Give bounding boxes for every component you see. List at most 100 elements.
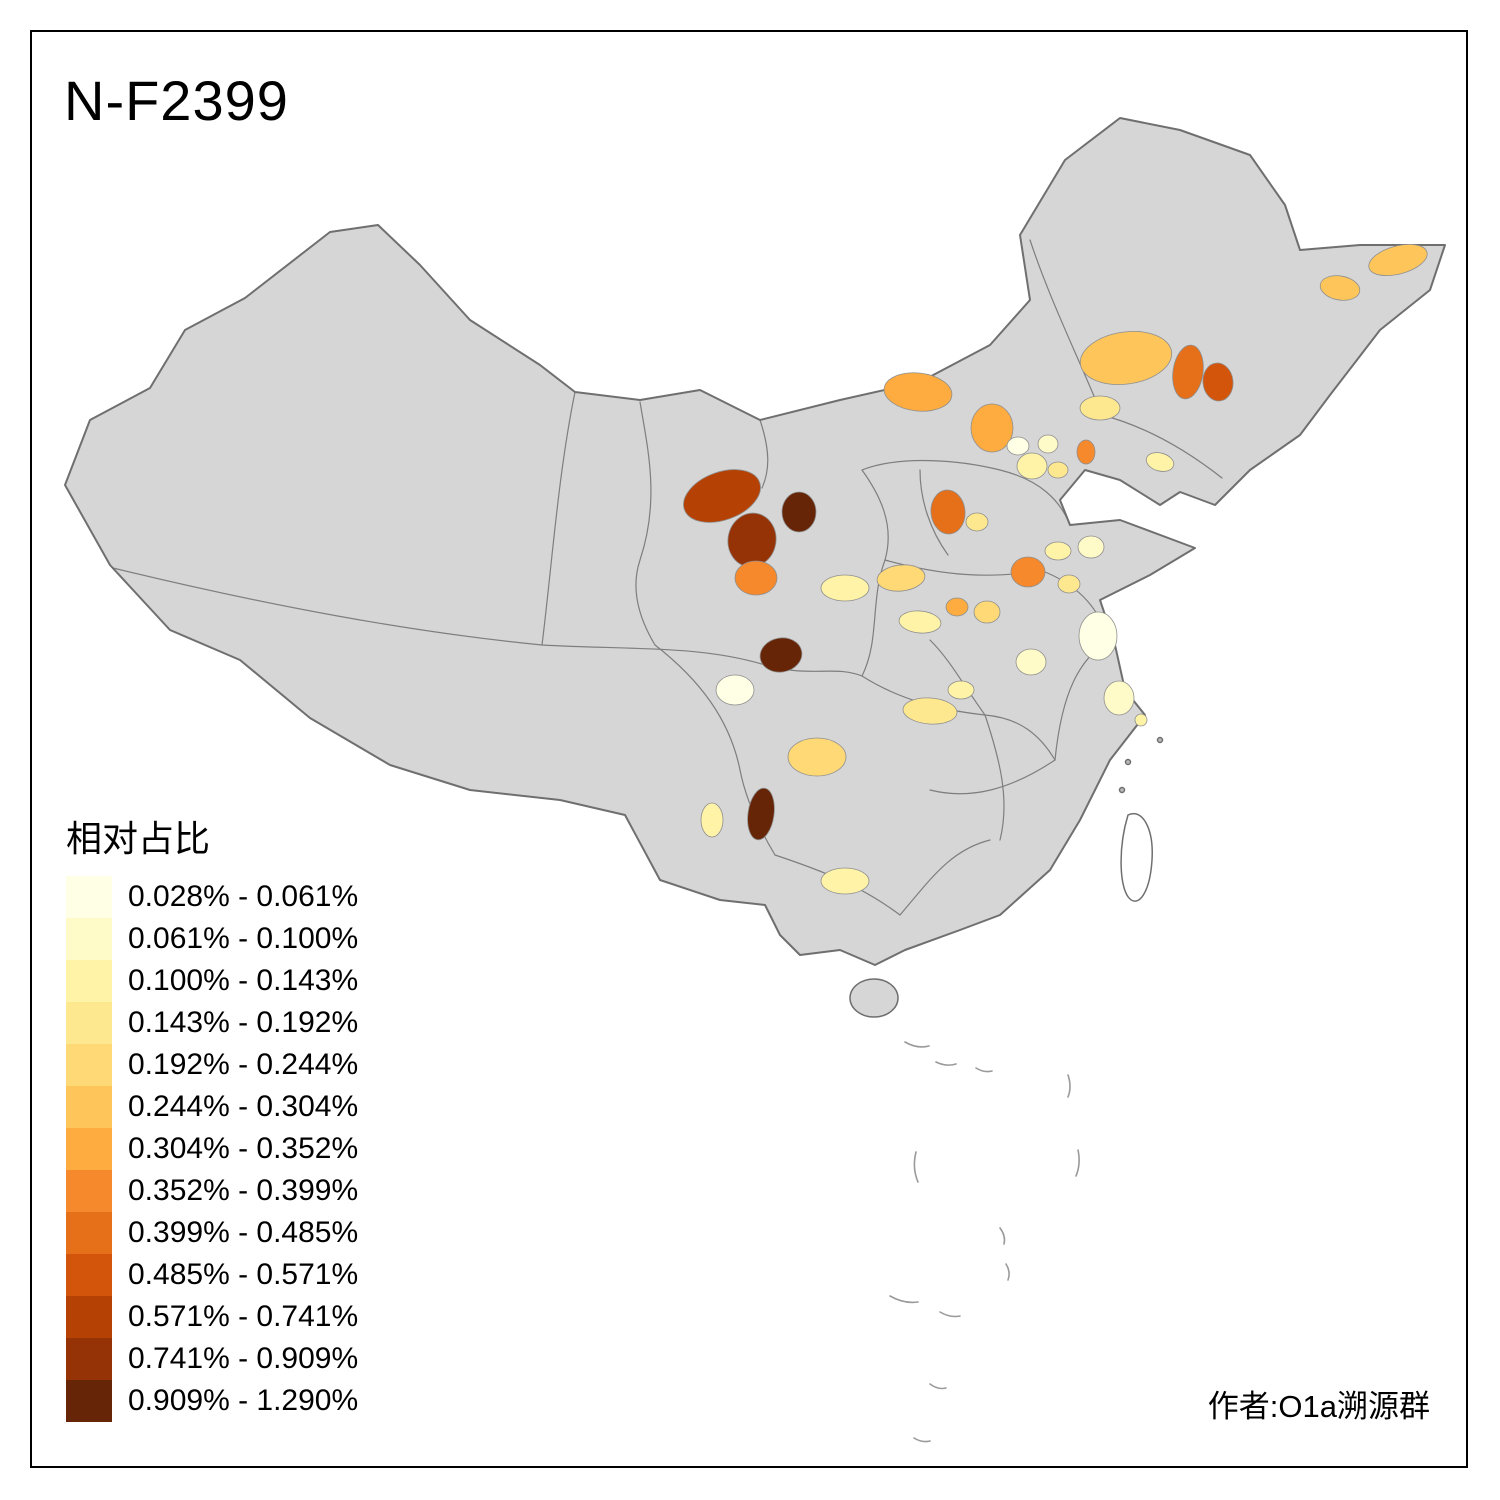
islet-mark <box>1067 1074 1071 1098</box>
islet-mark <box>889 1295 919 1304</box>
map-region <box>715 674 755 706</box>
legend-row: 0.571% - 0.741% <box>66 1296 358 1338</box>
map-region <box>1202 362 1234 402</box>
province-border-line <box>1101 414 1223 479</box>
legend-label: 0.571% - 0.741% <box>128 1300 359 1333</box>
legend-title: 相对占比 <box>66 818 211 859</box>
legend-row: 0.909% - 1.290% <box>66 1380 358 1422</box>
province-border-line <box>112 567 543 646</box>
legend-row: 0.028% - 0.061% <box>66 876 358 918</box>
islet-mark <box>1005 1263 1010 1281</box>
legend-label: 0.352% - 0.399% <box>128 1174 359 1207</box>
legend-row: 0.192% - 0.244% <box>66 1044 358 1086</box>
legend-swatch <box>66 1296 112 1338</box>
province-border-line <box>861 459 1071 526</box>
legend-row: 0.741% - 0.909% <box>66 1338 358 1380</box>
islet-mark <box>1075 1149 1080 1177</box>
province-border-line <box>919 469 949 556</box>
map-region <box>902 697 958 725</box>
islet-mark <box>929 1383 947 1390</box>
islet-mark <box>935 1061 957 1066</box>
map-region <box>945 597 969 617</box>
map-region <box>1076 439 1096 465</box>
legend-rows: 0.028% - 0.061% 0.061% - 0.100% 0.100% - 0… <box>66 876 358 1422</box>
coastal-islet <box>1156 736 1164 744</box>
map-region <box>876 564 926 592</box>
legend-label: 0.741% - 0.909% <box>128 1342 359 1375</box>
map-region <box>820 574 870 602</box>
legend-label: 0.061% - 0.100% <box>128 922 359 955</box>
map-region <box>781 491 817 533</box>
islet-mark <box>939 1311 961 1318</box>
legend-swatch <box>66 1212 112 1254</box>
province-border-line <box>1029 239 1103 416</box>
legend-row: 0.352% - 0.399% <box>66 1170 358 1212</box>
legend-label: 0.100% - 0.143% <box>128 964 359 997</box>
legend-label: 0.192% - 0.244% <box>128 1048 359 1081</box>
legend-swatch <box>66 1380 112 1422</box>
hainan-island <box>849 978 899 1018</box>
legend-swatch <box>66 1254 112 1296</box>
map-region <box>1079 331 1173 385</box>
province-border-line <box>635 401 656 646</box>
islet-mark <box>913 1437 931 1443</box>
legend-swatch <box>66 1128 112 1170</box>
map-region <box>898 610 942 634</box>
map-region <box>930 489 966 535</box>
map-region <box>734 560 778 596</box>
legend-label: 0.909% - 1.290% <box>128 1384 359 1417</box>
map-region <box>1016 452 1048 480</box>
legend-row: 0.485% - 0.571% <box>66 1254 358 1296</box>
map-region <box>1044 541 1072 561</box>
legend: 相对占比 0.028% - 0.061% 0.061% - 0.100% 0.100… <box>66 810 358 1422</box>
legend-label: 0.143% - 0.192% <box>128 1006 359 1039</box>
colored-prefectures <box>683 244 1428 895</box>
map-region <box>1145 452 1175 472</box>
legend-swatch <box>66 1002 112 1044</box>
taiwan-island <box>1120 812 1153 902</box>
province-border-line <box>984 714 1005 841</box>
legend-swatch <box>66 876 112 918</box>
province-border-line <box>899 839 991 916</box>
islands <box>849 736 1164 1018</box>
map-region <box>1103 680 1135 716</box>
map-region <box>820 867 870 895</box>
map-region <box>759 637 803 673</box>
map-region <box>1015 648 1047 676</box>
map-region <box>1057 574 1081 594</box>
map-region <box>883 372 953 412</box>
legend-row: 0.061% - 0.100% <box>66 918 358 960</box>
islet-mark <box>975 1067 993 1073</box>
map-region <box>1079 395 1121 421</box>
map-region <box>787 737 847 777</box>
legend-row: 0.244% - 0.304% <box>66 1086 358 1128</box>
legend-label: 0.485% - 0.571% <box>128 1258 359 1291</box>
legend-row: 0.143% - 0.192% <box>66 1002 358 1044</box>
map-region <box>1319 275 1361 301</box>
legend-swatch <box>66 960 112 1002</box>
legend-swatch <box>66 918 112 960</box>
map-region <box>1010 556 1046 588</box>
province-border-line <box>929 759 1056 795</box>
map-region <box>683 469 761 523</box>
map-region <box>1368 244 1428 276</box>
map-region <box>1006 436 1030 456</box>
legend-swatch <box>66 1338 112 1380</box>
coastal-islet <box>1118 786 1126 794</box>
map-region <box>747 787 775 841</box>
legend-label: 0.244% - 0.304% <box>128 1090 359 1123</box>
map-region <box>1078 611 1118 661</box>
page-title: N-F2399 <box>64 69 289 132</box>
legend-label: 0.399% - 0.485% <box>128 1216 359 1249</box>
legend-swatch <box>66 1086 112 1128</box>
legend-swatch <box>66 1170 112 1212</box>
map-region <box>970 403 1014 453</box>
islet-mark <box>913 1151 919 1183</box>
map-region <box>1172 344 1204 400</box>
province-border-line <box>759 419 769 489</box>
islet-mark <box>999 1227 1006 1245</box>
map-region <box>947 680 975 700</box>
islet-mark <box>904 1041 930 1048</box>
legend-row: 0.399% - 0.485% <box>66 1212 358 1254</box>
